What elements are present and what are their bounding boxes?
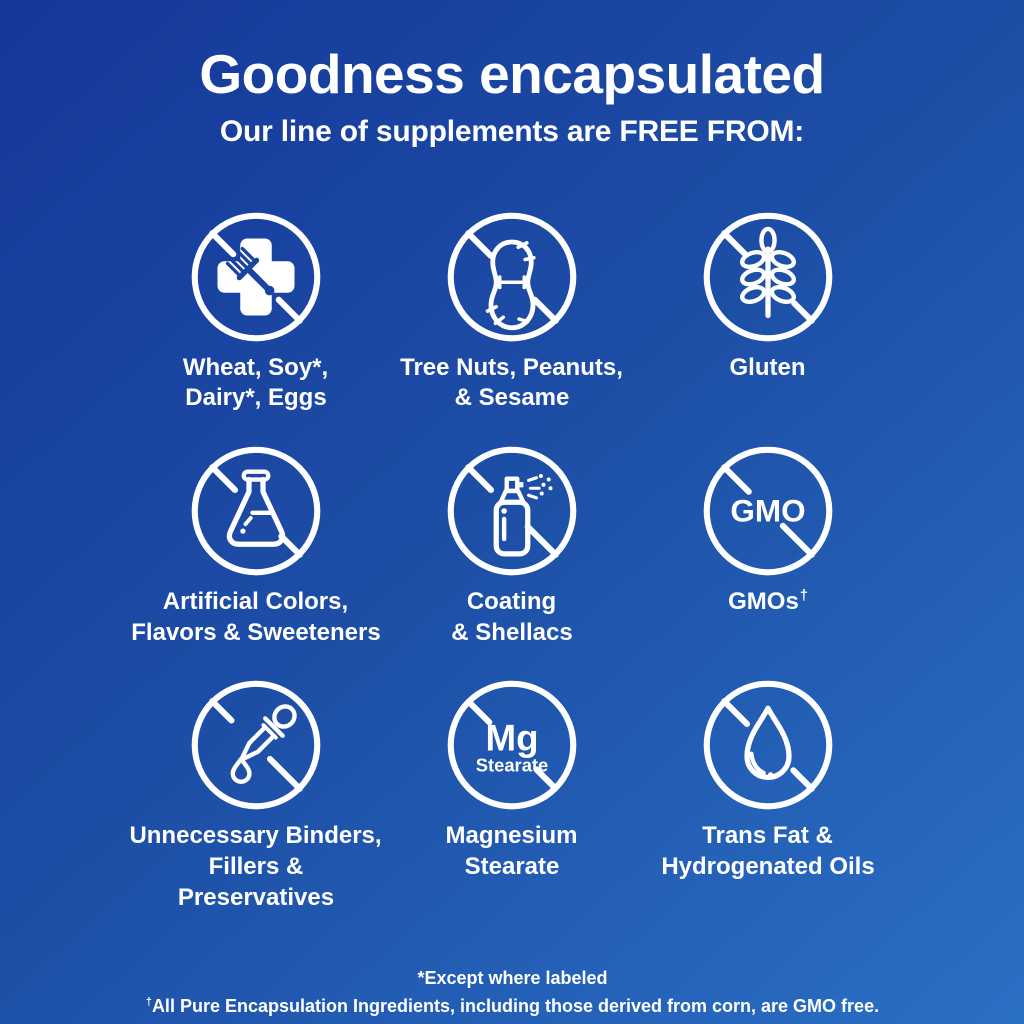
- no-coating-shellacs-icon: [447, 446, 577, 576]
- item-label: Wheat, Soy*, Dairy*, Eggs: [183, 353, 329, 414]
- grid-cell: Trans Fat & Hydrogenated Oils: [640, 675, 896, 913]
- grid-cell: Mg Stearate Magnesium Stearate: [384, 675, 640, 913]
- item-label-line: Trans Fat &: [702, 822, 833, 850]
- no-gluten-icon: [703, 212, 833, 341]
- grid-cell: Wheat, Soy*, Dairy*, Eggs: [128, 206, 384, 414]
- item-label: Coating & Shellacs: [451, 587, 572, 648]
- page-title: Goodness encapsulated: [199, 43, 825, 105]
- footnotes: *Except where labeled †All Pure Encapsul…: [145, 964, 879, 1022]
- item-label: GMOs†: [728, 587, 808, 618]
- item-label-line: Magnesium: [445, 822, 578, 850]
- item-label-line: Artificial Colors,: [162, 587, 349, 615]
- item-label-line: Dairy*, Eggs: [185, 384, 327, 412]
- grid-cell: GMO GMOs†: [640, 441, 896, 648]
- gmo-icon-text: GMO: [730, 492, 805, 528]
- item-label-line: & Sesame: [454, 384, 570, 412]
- item-label-line: Unnecessary Binders,: [129, 822, 382, 850]
- dagger-superscript: †: [799, 587, 808, 604]
- item-label-line: & Shellacs: [451, 618, 573, 646]
- icon-grid: Wheat, Soy*, Dairy*, Eggs Tree Nuts, Pea…: [128, 206, 896, 914]
- grid-cell: Coating & Shellacs: [384, 441, 640, 648]
- no-artificial-colors-icon: [191, 446, 321, 576]
- no-tree-nuts-peanuts-sesame-icon: [447, 212, 577, 341]
- no-magnesium-stearate-icon: Mg Stearate: [447, 681, 577, 810]
- item-label-line: Coating: [466, 587, 557, 615]
- item-label-line: Fillers & Preservatives: [177, 853, 335, 911]
- page-subtitle: Our line of supplements are FREE FROM:: [219, 114, 805, 148]
- item-label-line: Flavors & Sweeteners: [131, 618, 381, 646]
- grid-cell: Gluten: [640, 207, 896, 414]
- no-wheat-soy-dairy-eggs-icon: [186, 206, 326, 347]
- dagger-superscript: †: [145, 996, 152, 1009]
- item-label: Trans Fat & Hydrogenated Oils: [661, 821, 874, 882]
- item-label-line: Tree Nuts, Peanuts,: [400, 353, 623, 381]
- grid-cell: Tree Nuts, Peanuts, & Sesame: [384, 207, 640, 414]
- grid-cell: Unnecessary Binders, Fillers & Preservat…: [128, 675, 384, 913]
- item-label: Artificial Colors, Flavors & Sweeteners: [131, 587, 380, 648]
- no-gmo-icon: GMO: [703, 446, 833, 576]
- mg-icon-text: Mg: [485, 718, 538, 759]
- item-label-line: GMOs†: [728, 587, 808, 615]
- item-label-line: Gluten: [729, 353, 806, 381]
- mg-stearate-icon-text: Stearate: [476, 755, 548, 776]
- grid-cell: Artificial Colors, Flavors & Sweeteners: [128, 441, 384, 648]
- item-label: Magnesium Stearate: [445, 821, 578, 882]
- item-label: Unnecessary Binders, Fillers & Preservat…: [128, 821, 384, 913]
- item-label-line: Hydrogenated Oils: [661, 853, 875, 881]
- item-label-line: Stearate: [464, 853, 560, 881]
- no-trans-fat-icon: [703, 681, 833, 810]
- footnote: †All Pure Encapsulation Ingredients, inc…: [145, 996, 880, 1017]
- item-label-line: Wheat, Soy*,: [182, 353, 329, 381]
- item-label: Tree Nuts, Peanuts, & Sesame: [400, 353, 624, 414]
- item-label: Gluten: [730, 353, 807, 384]
- no-binders-fillers-preservatives-icon: [191, 681, 321, 810]
- footnote: *Except where labeled: [417, 967, 608, 988]
